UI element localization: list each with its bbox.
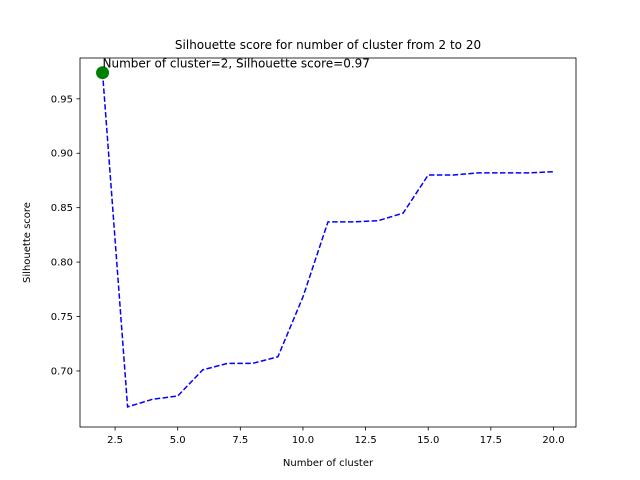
best-score-marker <box>96 66 110 80</box>
x-tick-label: 20.0 <box>542 435 564 446</box>
plot-frame <box>79 57 577 428</box>
best-score-annotation: Number of cluster=2, Silhouette score=0.… <box>103 57 370 71</box>
plot-area <box>80 58 576 427</box>
chart-title: Silhouette score for number of cluster f… <box>175 38 481 52</box>
x-tick-label: 12.5 <box>354 435 376 446</box>
x-tick-label: 15.0 <box>417 435 439 446</box>
x-axis-label: Number of cluster <box>283 458 374 469</box>
x-axis-ticks: 2.5 5.0 7.5 10.0 12.5 15.0 17.5 20.0 <box>107 427 565 446</box>
y-tick-label: 0.75 <box>51 312 73 323</box>
y-tick-label: 0.90 <box>51 149 73 160</box>
x-tick-label: 17.5 <box>480 435 502 446</box>
y-axis-ticks: 0.70 0.75 0.80 0.85 0.90 0.95 <box>51 94 80 377</box>
x-tick-label: 2.5 <box>107 435 123 446</box>
x-tick-label: 7.5 <box>232 435 248 446</box>
y-tick-label: 0.80 <box>51 258 73 269</box>
y-tick-label: 0.95 <box>51 94 73 105</box>
x-tick-label: 5.0 <box>170 435 186 446</box>
y-tick-label: 0.70 <box>51 366 73 377</box>
y-axis-label: Silhouette score <box>22 202 33 283</box>
x-tick-label: 10.0 <box>292 435 314 446</box>
y-tick-label: 0.85 <box>51 203 73 214</box>
silhouette-series-line <box>101 72 554 408</box>
